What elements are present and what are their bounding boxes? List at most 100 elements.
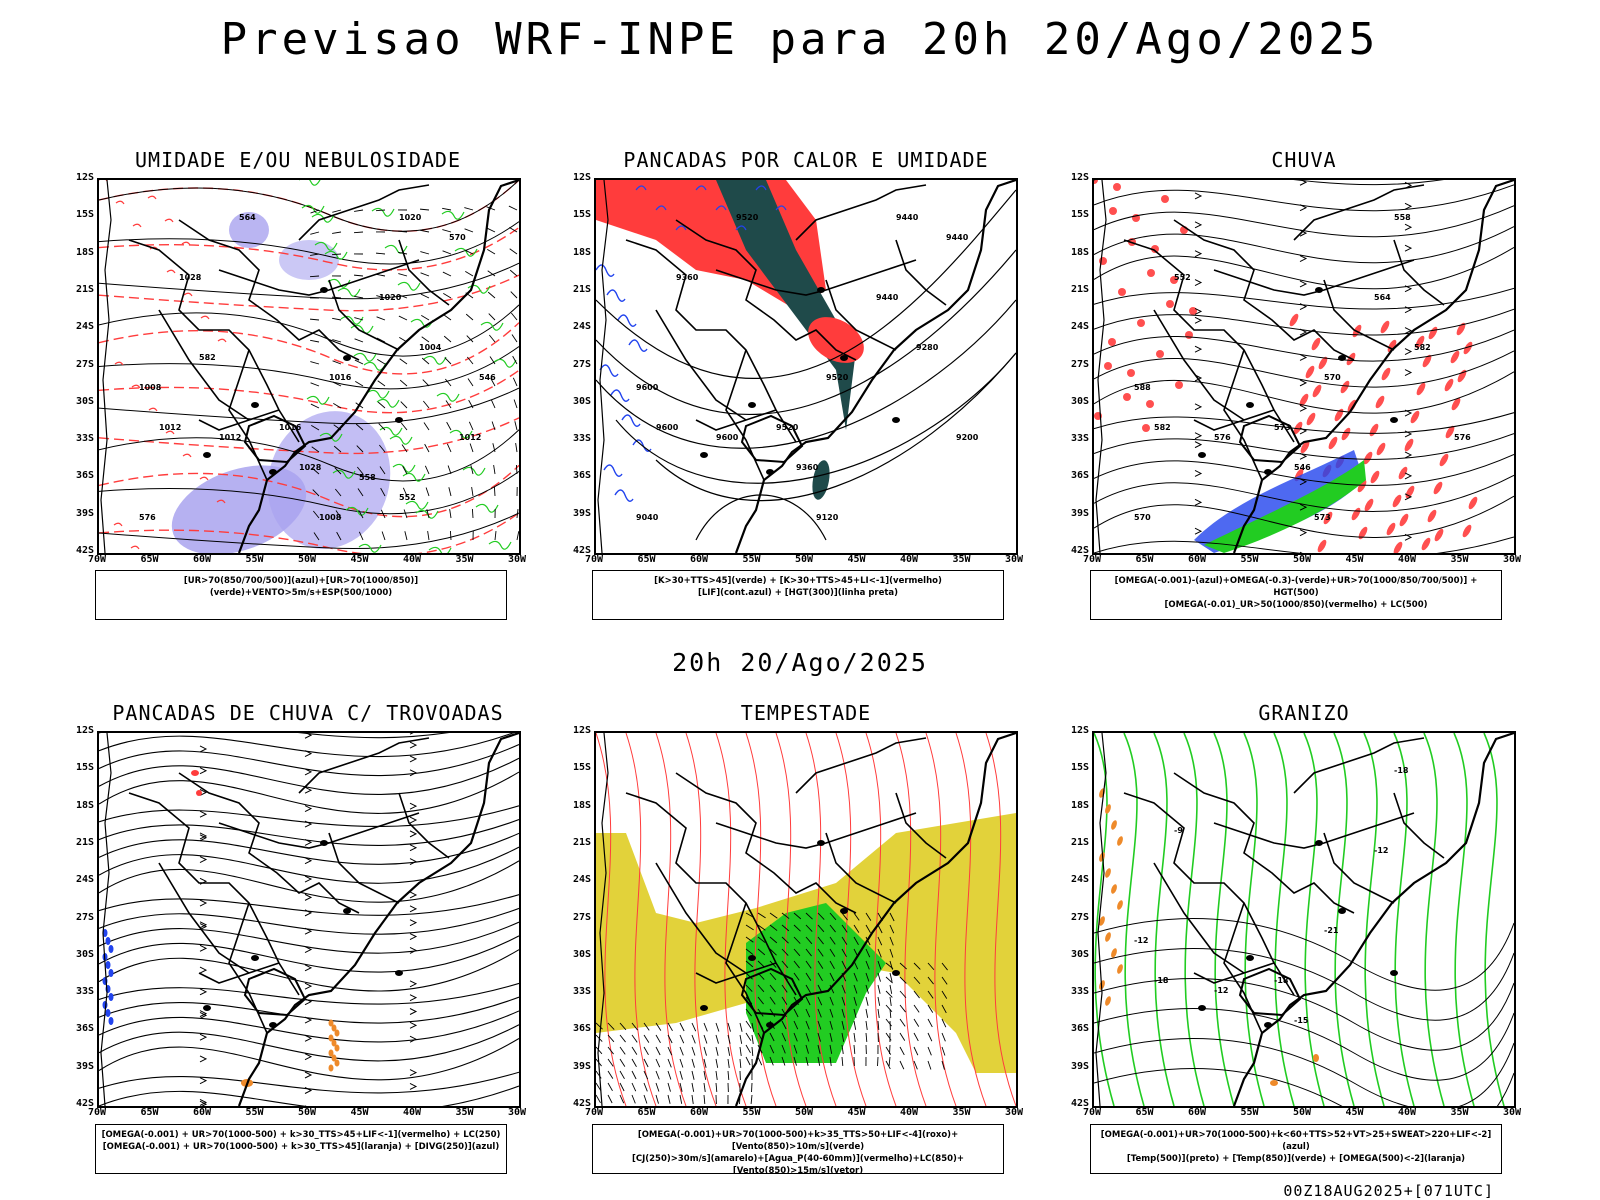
map-canvas: 9600 9600 9600 9520 9520 9440 9440 9360 9360 9280…	[596, 180, 1016, 553]
contour-label: 1016	[329, 373, 352, 382]
contour-label: 576	[1454, 433, 1471, 442]
latitude-tick-label: 27S	[572, 911, 591, 923]
latitude-tick-label: 12S	[75, 172, 94, 183]
longitude-tick-label: 45W	[350, 554, 369, 565]
latitude-tick-label: 15S	[572, 762, 591, 774]
contour-label: 1008	[139, 383, 162, 392]
run-timestamp: 00Z18AUG2025+[071UTC]	[1283, 1182, 1494, 1200]
contour-label: 9440	[896, 213, 919, 222]
longitude-tick-label: 65W	[637, 554, 656, 565]
latitude-tick-label: 42S	[1070, 545, 1089, 556]
contour-label: -12	[1374, 846, 1388, 855]
contour-label: 546	[479, 373, 496, 382]
longitude-tick-label: 35W	[455, 554, 474, 565]
latitude-tick-label: 33S	[1070, 433, 1089, 445]
legend-line: [OMEGA(-0.001)+UR>70(1000-500)+k<60+TTS>…	[1100, 1130, 1492, 1152]
latitude-tick-label: 33S	[572, 433, 591, 445]
contour-label: 570	[1324, 373, 1341, 382]
map-canvas: 588 582 576 573 570 564 558 552 546 582 576 573 570	[1094, 180, 1514, 553]
longitude-tick-label: 50W	[794, 554, 814, 565]
latitude-tick-label: 21S	[1070, 836, 1089, 848]
latitude-tick-label: 33S	[572, 986, 591, 998]
longitude-tick-label: 70W	[87, 554, 107, 565]
contour-label: 582	[1154, 423, 1171, 432]
contour-label: 9440	[876, 293, 899, 302]
panel-title: UMIDADE E/OU NEBULOSIDADE	[134, 148, 462, 172]
longitude-tick-label: 55W	[742, 1107, 761, 1118]
latitude-tick-label: 21S	[75, 836, 94, 848]
latitude-tick-label: 42S	[75, 545, 94, 556]
latitude-tick-label: 33S	[75, 433, 94, 445]
longitude-tick-label: 70W	[584, 1107, 604, 1118]
latitude-tick-label: 33S	[75, 986, 94, 998]
latitude-tick-label: 12S	[75, 725, 94, 736]
longitude-tick-label: 40W	[1397, 554, 1417, 565]
latitude-tick-label: 27S	[572, 358, 591, 370]
longitude-tick-label: 30W	[1502, 554, 1522, 565]
contour-label: -18	[1394, 766, 1409, 775]
longitude-tick-label: 70W	[1082, 1107, 1102, 1118]
latitude-tick-label: 24S	[75, 321, 94, 333]
map-canvas: -12 -18 -12 -18 -21 -12 -18 -9 -15	[1094, 733, 1514, 1106]
latitude-tick-label: 12S	[1070, 725, 1089, 736]
longitude-tick-label: 65W	[1135, 1107, 1154, 1118]
forecast-map: 9600 9600 9600 9520 9520 9440 9440 9360 9360 9280…	[594, 178, 1018, 555]
latitude-tick-label: 12S	[572, 172, 591, 183]
latitude-tick-label: 30S	[1070, 948, 1089, 960]
latitude-tick-label: 42S	[75, 1098, 94, 1109]
longitude-tick-label: 45W	[1345, 554, 1364, 565]
legend-line: [LIF](cont.azul) + [HGT(300)](linha pret…	[697, 588, 899, 598]
longitude-tick-label: 55W	[1240, 554, 1259, 565]
longitude-tick-label: 35W	[1450, 554, 1469, 565]
contour-label: 9600	[656, 423, 679, 432]
contour-label: 570	[449, 233, 466, 242]
latitude-tick-label: 33S	[1070, 986, 1089, 998]
latitude-tick-label: 15S	[572, 209, 591, 221]
contour-label: 9600	[636, 383, 659, 392]
forecast-date-label: 20h 20/Ago/2025	[672, 648, 928, 677]
contour-label: 9600	[716, 433, 739, 442]
contour-label: 573	[1314, 513, 1331, 522]
panel-title: PANCADAS DE CHUVA C/ TROVOADAS	[112, 701, 504, 725]
latitude-tick-label: 30S	[572, 395, 591, 407]
contour-label: 582	[1414, 343, 1431, 352]
latitude-tick-label: 36S	[572, 1023, 591, 1035]
longitude-tick-label: 45W	[847, 1107, 866, 1118]
longitude-tick-label: 65W	[140, 554, 159, 565]
latitude-tick-label: 21S	[572, 836, 591, 848]
longitude-tick-label: 70W	[1082, 554, 1102, 565]
latitude-tick-label: 36S	[75, 470, 94, 482]
contour-label: 582	[199, 353, 216, 362]
forecast-map	[97, 731, 521, 1108]
contour-label: 576	[1214, 433, 1231, 442]
panel-title: TEMPESTADE	[740, 701, 872, 725]
panel-legend: [UR>70(850/700/500)](azul)+[UR>70(1000/8…	[95, 570, 507, 620]
latitude-tick-label: 18S	[1070, 246, 1089, 258]
contour-label: 1012	[159, 423, 181, 432]
contour-label: 1012	[219, 433, 241, 442]
panel-legend: [OMEGA(-0.001)+UR>70(1000-500)+k<60+TTS>…	[1090, 1124, 1502, 1174]
latitude-tick-label: 12S	[572, 725, 591, 736]
legend-line: [OMEGA(-0.001)+UR>70(1000-500)+k>35_TTS>…	[637, 1130, 959, 1152]
longitude-tick-label: 50W	[297, 1107, 317, 1118]
contour-label: 552	[399, 493, 416, 502]
longitude-tick-label: 65W	[140, 1107, 159, 1118]
map-canvas	[596, 733, 1016, 1106]
longitude-tick-label: 60W	[192, 554, 212, 565]
longitude-tick-label: 30W	[507, 1107, 527, 1118]
longitude-tick-label: 65W	[637, 1107, 656, 1118]
latitude-tick-label: 15S	[75, 209, 94, 221]
longitude-tick-label: 50W	[794, 1107, 814, 1118]
latitude-tick-label: 39S	[572, 1060, 591, 1072]
latitude-tick-label: 15S	[1070, 762, 1089, 774]
latitude-tick-label: 18S	[75, 246, 94, 258]
contour-label: 1012	[459, 433, 481, 442]
longitude-tick-label: 60W	[689, 1107, 709, 1118]
longitude-tick-label: 40W	[1397, 1107, 1417, 1118]
longitude-tick-label: 55W	[1240, 1107, 1259, 1118]
longitude-tick-label: 30W	[1502, 1107, 1522, 1118]
panel-title: PANCADAS POR CALOR E UMIDADE	[623, 148, 989, 172]
panel-legend: [OMEGA(-0.001)+UR>70(1000-500)+k>35_TTS>…	[592, 1124, 1004, 1176]
longitude-tick-label: 40W	[402, 554, 422, 565]
latitude-tick-label: 24S	[572, 321, 591, 333]
